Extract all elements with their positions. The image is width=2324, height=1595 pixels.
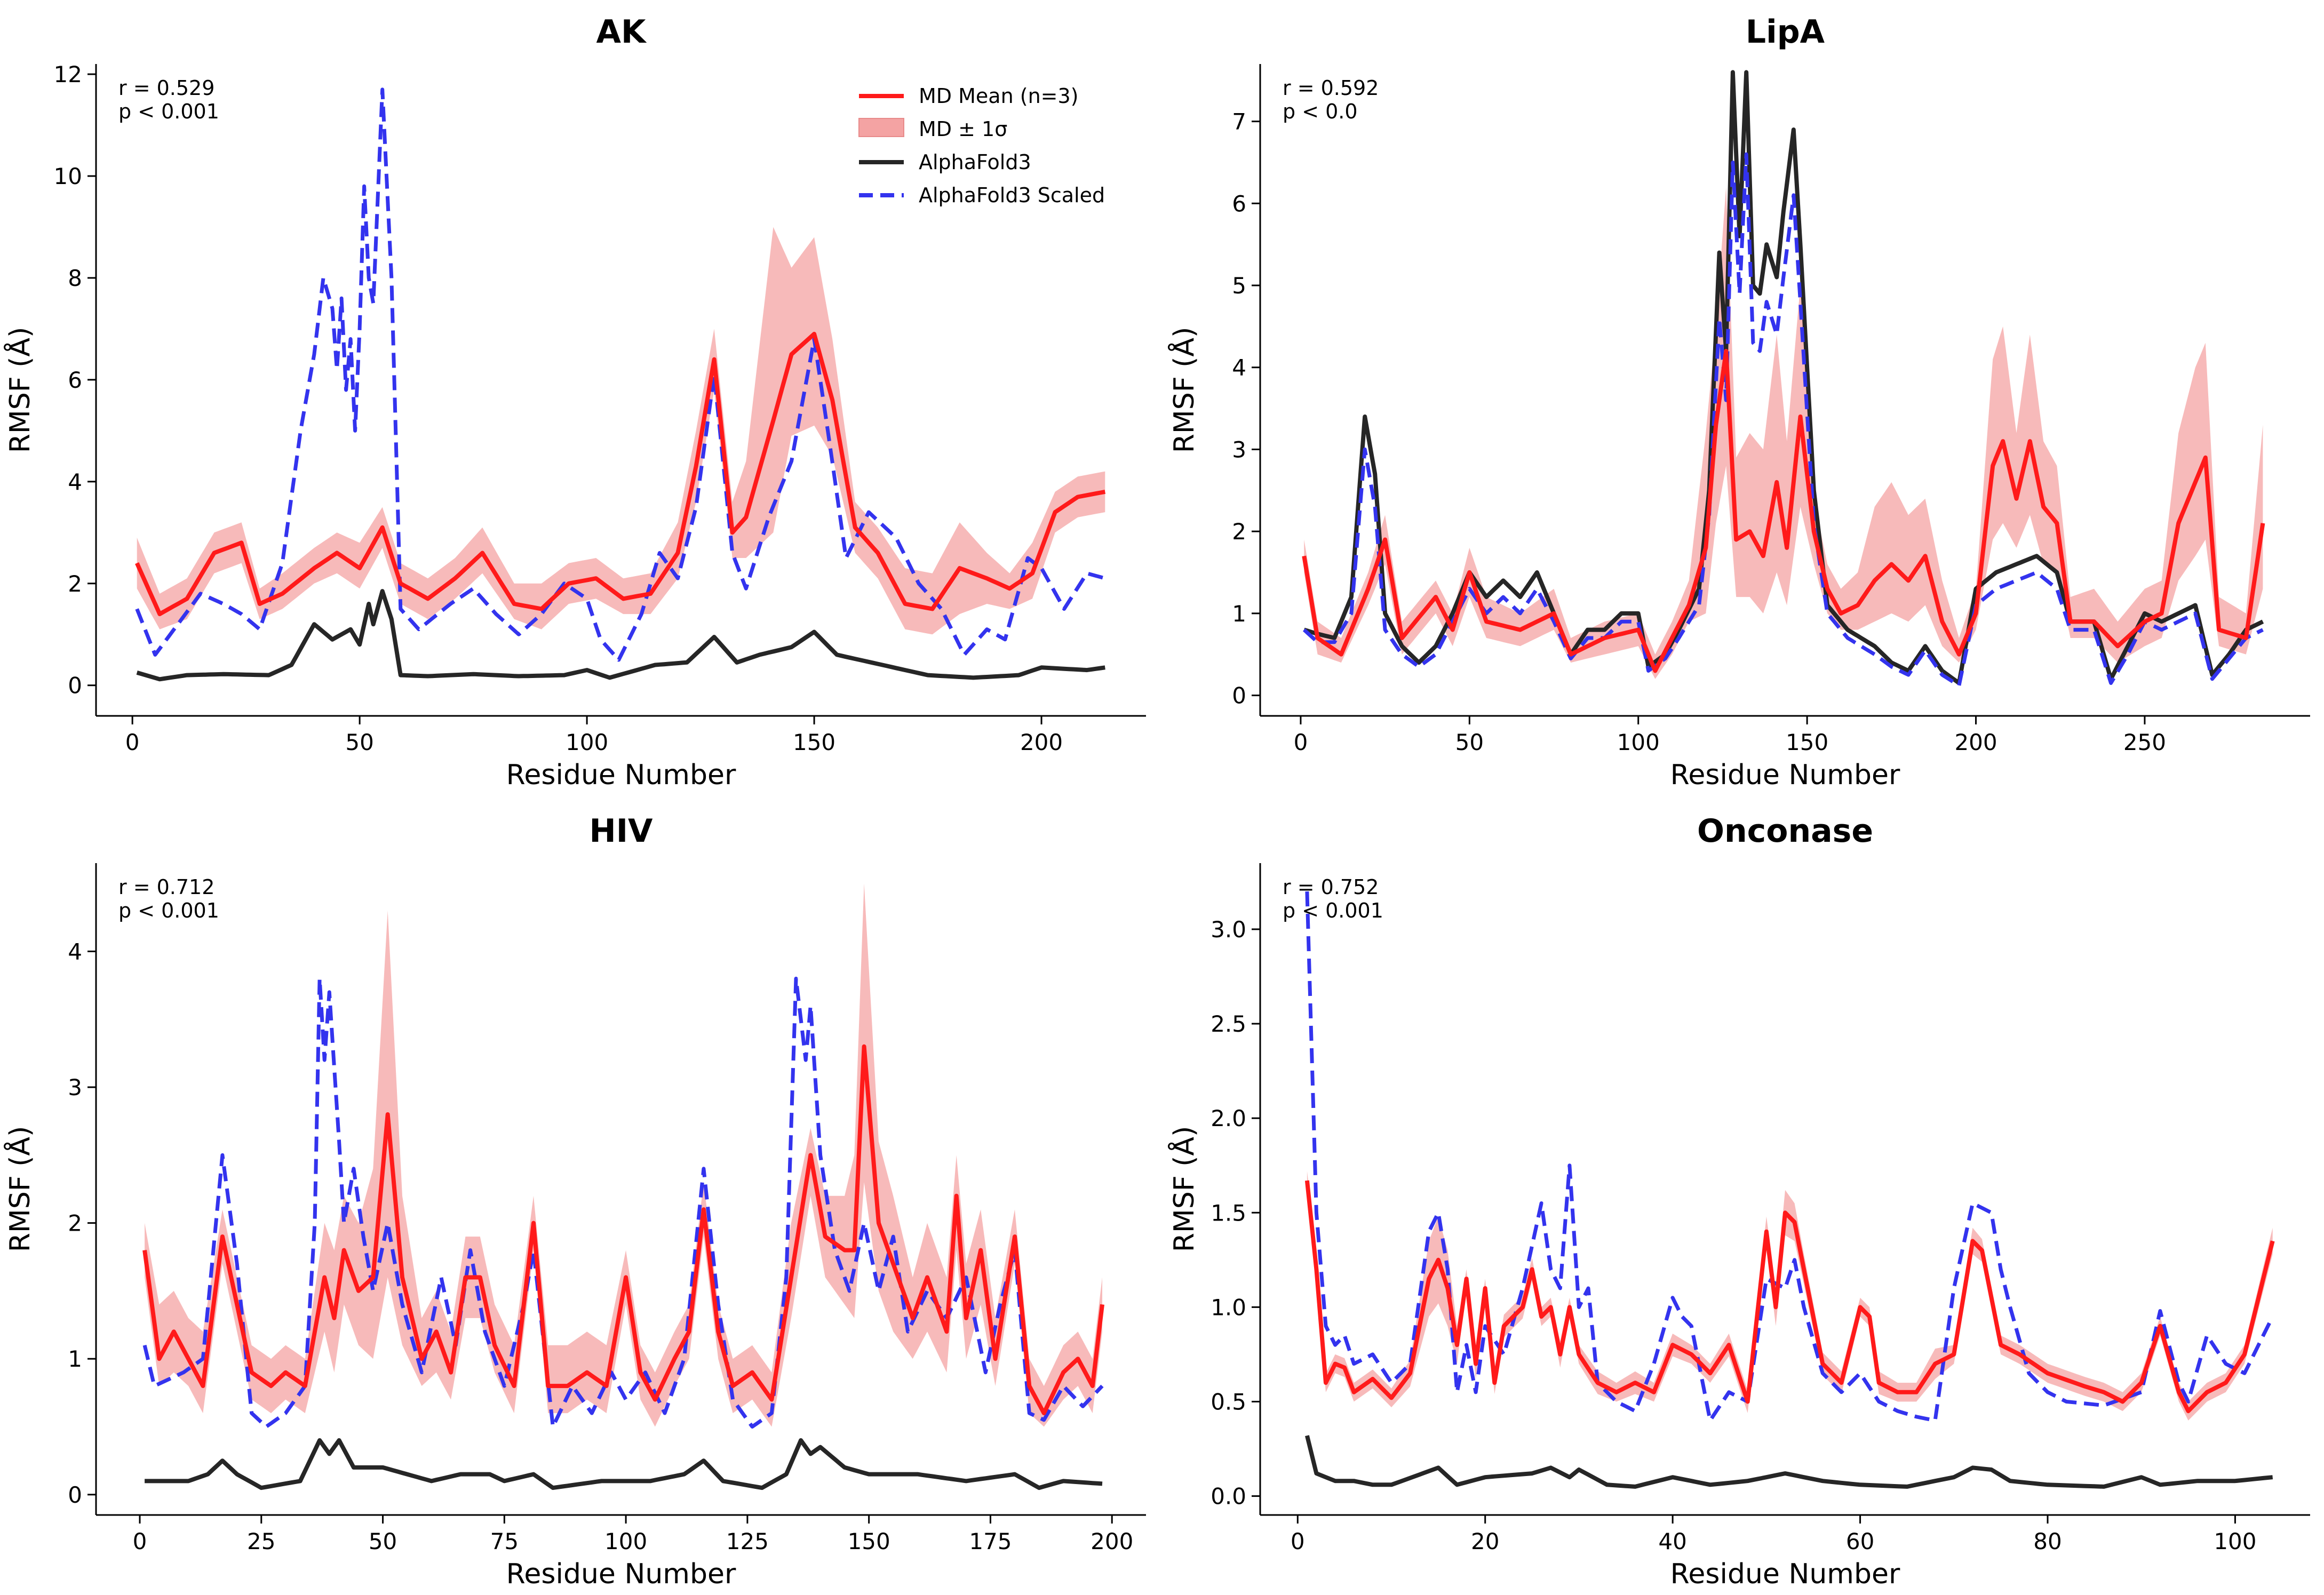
legend-label-af3-scaled: AlphaFold3 Scaled: [919, 184, 1105, 207]
x-tick-label: 100: [566, 729, 608, 755]
x-tick-label: 100: [604, 1528, 647, 1554]
y-tick-label: 5: [1232, 273, 1246, 299]
stat-p: p < 0.001: [1283, 899, 1383, 922]
y-axis-label: RMSF (Å): [1167, 327, 1200, 453]
x-tick-label: 200: [1020, 729, 1063, 755]
y-tick-label: 8: [68, 265, 82, 291]
stat-r: r = 0.712: [118, 875, 214, 899]
plot-area: [137, 90, 1105, 680]
x-tick-label: 0: [133, 1528, 147, 1554]
x-tick-label: 200: [1091, 1528, 1133, 1554]
legend: MD Mean (n=3) MD ± 1σ AlphaFold3 AlphaFold3…: [859, 84, 1105, 207]
series-md-band: [1304, 187, 2263, 679]
stat-r: r = 0.592: [1283, 76, 1379, 100]
y-tick-label: 1.0: [1211, 1294, 1246, 1320]
stat-r: r = 0.752: [1283, 875, 1379, 899]
plot-area: [1304, 72, 2263, 685]
chart-title: AK: [596, 13, 647, 51]
chart-title: LipA: [1746, 13, 1825, 51]
y-tick-label: 4: [68, 469, 82, 495]
stat-p: p < 0.0: [1283, 100, 1358, 123]
series-alphafold3: [1307, 1436, 2273, 1487]
chart-title: Onconase: [1697, 812, 1873, 850]
y-tick-label: 4: [68, 938, 82, 964]
x-tick-label: 80: [2033, 1528, 2062, 1554]
x-tick-label: 250: [2123, 729, 2166, 755]
legend-label-md-band: MD ± 1σ: [919, 117, 1007, 141]
x-tick-label: 100: [1617, 729, 1660, 755]
x-tick-label: 0: [1294, 729, 1308, 755]
x-tick-label: 125: [726, 1528, 769, 1554]
x-axis-label: Residue Number: [506, 1558, 736, 1590]
subplot-ak: AK 0 50 100 150 200 0 2 4 6 8 10 12 Residue Number RMS…: [3, 13, 1146, 791]
y-tick-label: 6: [1232, 190, 1246, 217]
subplot-onconase: Onconase 0 20 40 60 80 100 0.0 0.5 1.0 1.5 2.0 2.5 3.…: [1167, 812, 2310, 1590]
x-tick-label: 50: [369, 1528, 397, 1554]
x-axis-label: Residue Number: [506, 759, 736, 791]
x-tick-label: 0: [125, 729, 140, 755]
legend-swatch-md-band: [859, 118, 904, 137]
y-tick-label: 0.5: [1211, 1389, 1246, 1415]
y-tick-label: 3.0: [1211, 916, 1246, 943]
y-tick-label: 6: [68, 367, 82, 393]
x-tick-label: 20: [1471, 1528, 1499, 1554]
y-tick-label: 10: [54, 163, 82, 189]
x-tick-label: 60: [1846, 1528, 1874, 1554]
x-tick-label: 0: [1291, 1528, 1305, 1554]
series-alphafold3-scaled: [1307, 891, 2273, 1421]
legend-label-md-mean: MD Mean (n=3): [919, 84, 1079, 108]
x-tick-label: 175: [969, 1528, 1012, 1554]
x-tick-label: 100: [2214, 1528, 2256, 1554]
stat-r: r = 0.529: [118, 76, 214, 100]
subplot-lipa: LipA 0 50 100 150 200 250 0 1 2 3 4 5 6 7 Residue Numbe…: [1167, 13, 2310, 791]
x-tick-label: 200: [1954, 729, 1997, 755]
y-tick-label: 1.5: [1211, 1200, 1246, 1226]
y-tick-label: 0: [68, 673, 82, 699]
y-axis-label: RMSF (Å): [3, 1126, 36, 1253]
legend-label-af3: AlphaFold3: [919, 150, 1031, 174]
x-tick-label: 50: [345, 729, 373, 755]
x-axis-label: Residue Number: [1670, 1558, 1900, 1590]
y-tick-label: 2: [68, 571, 82, 597]
x-tick-label: 25: [247, 1528, 275, 1554]
y-tick-label: 1: [68, 1346, 82, 1372]
series-md-band: [145, 883, 1102, 1426]
x-tick-label: 150: [793, 729, 835, 755]
x-tick-label: 40: [1658, 1528, 1686, 1554]
x-axis-label: Residue Number: [1670, 759, 1900, 791]
stat-p: p < 0.001: [118, 899, 219, 922]
y-tick-label: 3: [68, 1074, 82, 1100]
y-tick-label: 2.5: [1211, 1011, 1246, 1037]
series-md-band: [137, 227, 1105, 635]
y-tick-label: 7: [1232, 109, 1246, 135]
y-tick-label: 12: [54, 61, 82, 87]
y-tick-label: 2.0: [1211, 1105, 1246, 1131]
series-alphafold3: [145, 1440, 1102, 1488]
y-tick-label: 2: [68, 1210, 82, 1237]
y-tick-label: 2: [1232, 519, 1246, 545]
stat-p: p < 0.001: [118, 100, 219, 123]
y-tick-label: 0: [1232, 683, 1246, 709]
series-md-band: [1307, 1171, 2273, 1421]
y-tick-label: 4: [1232, 355, 1246, 381]
x-tick-label: 150: [1786, 729, 1828, 755]
subplot-hiv: HIV 0 25 50 75 100 125 150 175 200 0 1 2 3 4 Residue Nu…: [3, 812, 1146, 1590]
y-tick-label: 0: [68, 1482, 82, 1508]
figure: AK0 50 100 150 200024681012Residue NumberRMS…: [0, 0, 2324, 1595]
y-axis-label: RMSF (Å): [1167, 1126, 1200, 1253]
x-tick-label: 50: [1455, 729, 1484, 755]
y-tick-label: 3: [1232, 436, 1246, 462]
x-tick-label: 150: [848, 1528, 890, 1554]
plot-area: [1307, 891, 2273, 1487]
chart-title: HIV: [590, 812, 654, 850]
y-tick-label: 1: [1232, 601, 1246, 627]
x-tick-label: 75: [490, 1528, 519, 1554]
y-tick-label: 0.0: [1211, 1484, 1246, 1510]
y-axis-label: RMSF (Å): [3, 327, 36, 453]
plot-area: [145, 883, 1102, 1488]
